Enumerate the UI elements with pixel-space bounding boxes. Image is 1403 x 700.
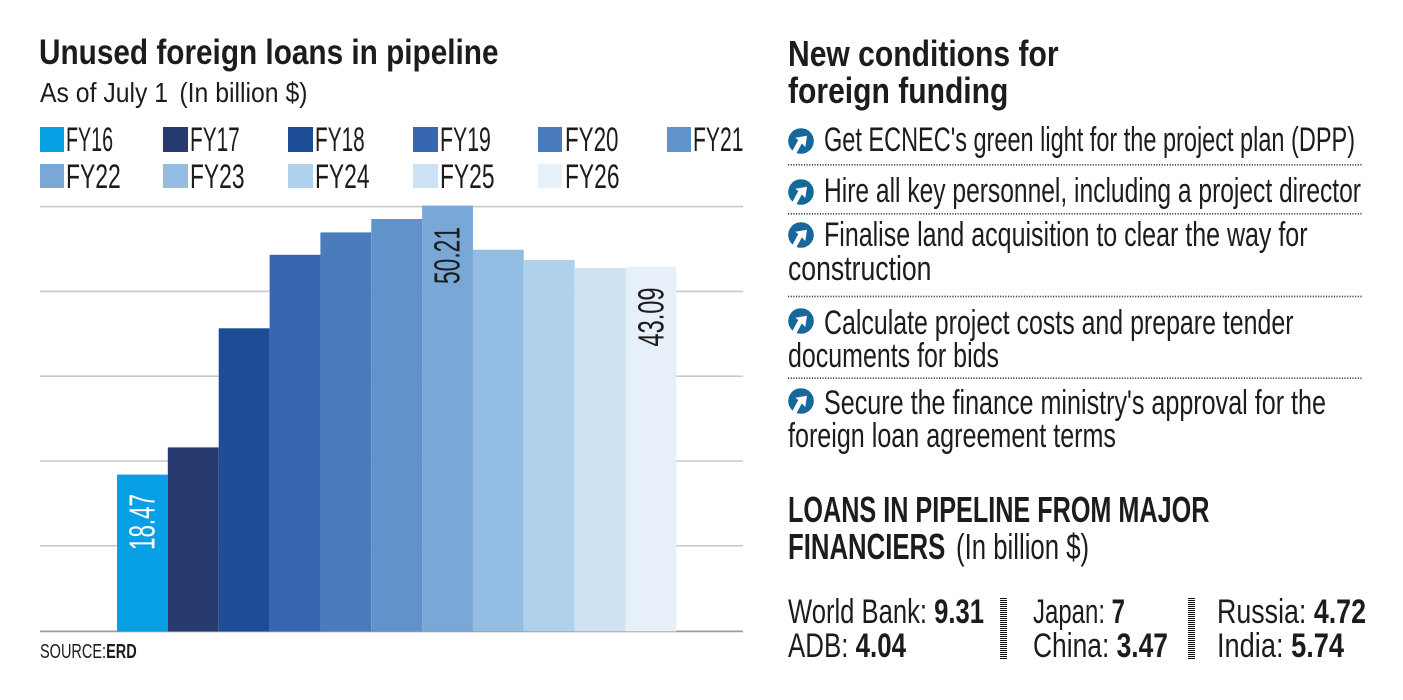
svg-text:18.47: 18.47 — [122, 494, 163, 550]
svg-text:50.21: 50.21 — [426, 227, 467, 284]
svg-text:43.09: 43.09 — [631, 288, 672, 347]
